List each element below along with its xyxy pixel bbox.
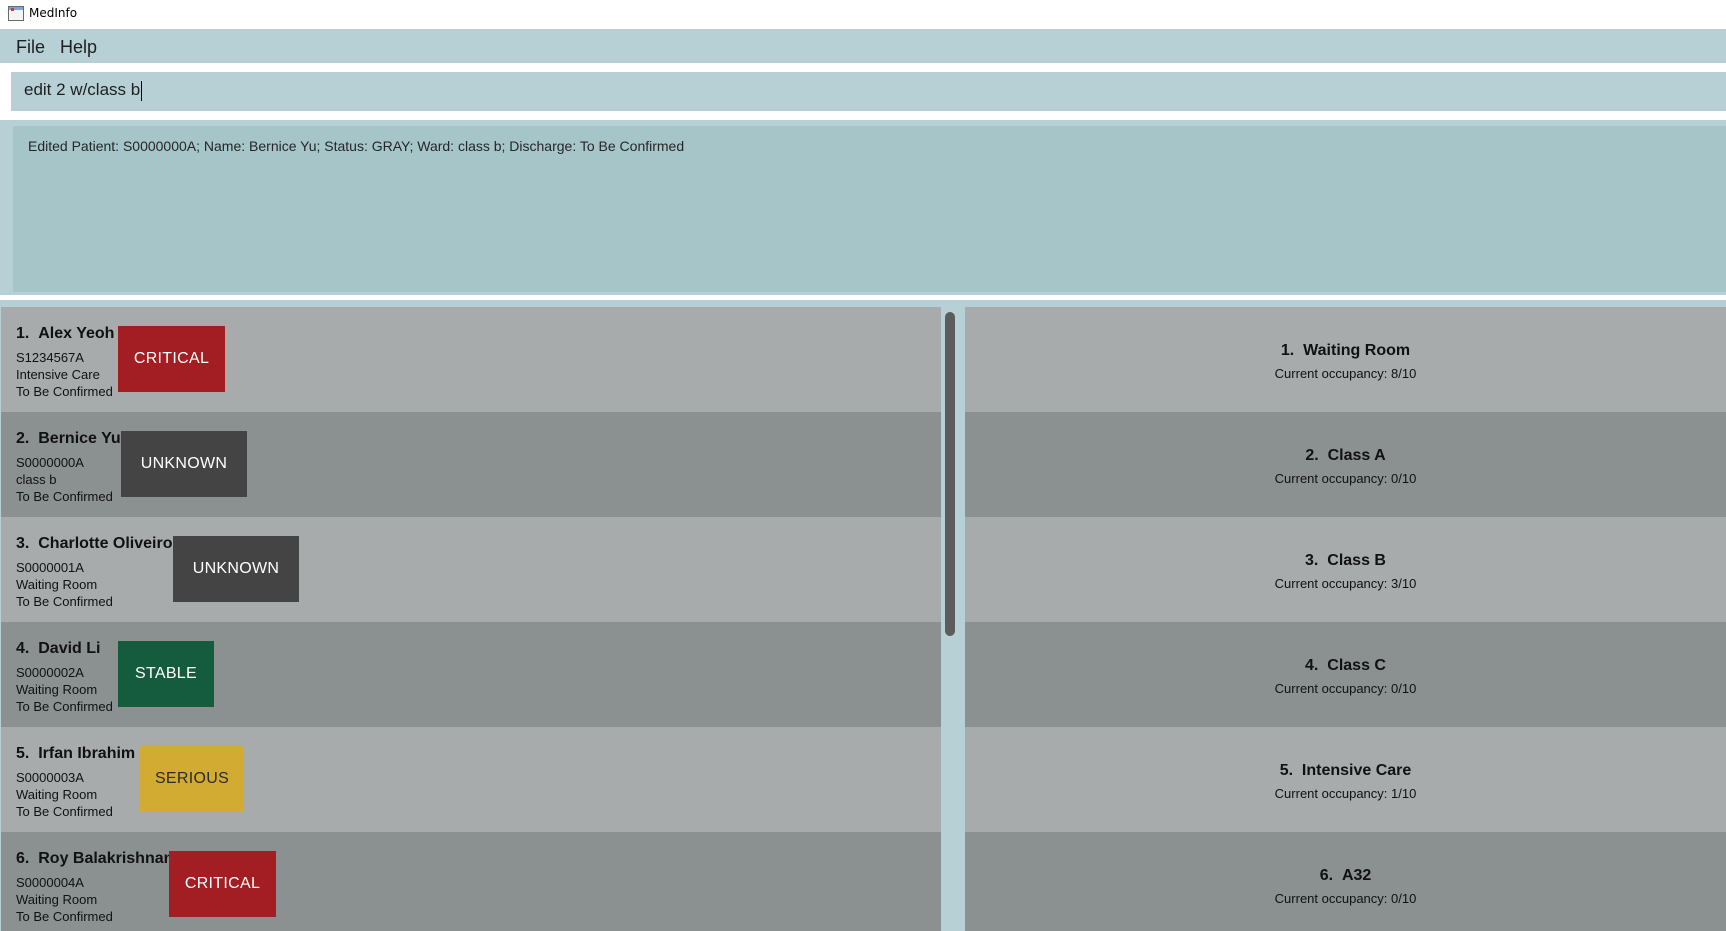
title-bar: MedInfo bbox=[0, 0, 1726, 29]
ward-occupancy: Current occupancy: 0/10 bbox=[1274, 891, 1417, 906]
patient-card[interactable]: 3. Charlotte Oliveiro S0000001A Waiting … bbox=[1, 517, 941, 622]
patient-name-text: Bernice Yu bbox=[38, 430, 121, 447]
patient-ward: Waiting Room bbox=[16, 787, 98, 802]
ward-occupancy: Current occupancy: 8/10 bbox=[1274, 366, 1417, 381]
patient-discharge: To Be Confirmed bbox=[16, 804, 113, 819]
ward-card[interactable]: 5. Intensive Care Current occupancy: 1/1… bbox=[965, 727, 1726, 832]
patient-card[interactable]: 1. Alex Yeoh S1234567A Intensive Care To… bbox=[1, 307, 941, 412]
patient-discharge: To Be Confirmed bbox=[16, 909, 113, 924]
ward-card[interactable]: 4. Class C Current occupancy: 0/10 bbox=[965, 622, 1726, 727]
patient-ward: Waiting Room bbox=[16, 577, 98, 592]
divider bbox=[0, 295, 1726, 300]
ward-index: 1. bbox=[1280, 342, 1295, 359]
status-badge: SERIOUS bbox=[140, 746, 244, 812]
patient-discharge: To Be Confirmed bbox=[16, 489, 113, 504]
ward-occupancy: Current occupancy: 0/10 bbox=[1274, 681, 1417, 696]
ward-index: 4. bbox=[1305, 657, 1319, 674]
ward-card[interactable]: 2. Class A Current occupancy: 0/10 bbox=[965, 412, 1726, 517]
patient-name: 1. Alex Yeoh bbox=[16, 325, 114, 343]
patient-index: 5. bbox=[16, 745, 30, 762]
ward-name: 1. Waiting Room bbox=[965, 342, 1726, 360]
ward-name: 2. Class A bbox=[965, 447, 1726, 465]
ward-name-text: Intensive Care bbox=[1301, 762, 1412, 779]
ward-name-text: Class A bbox=[1327, 447, 1386, 464]
result-message: Edited Patient: S0000000A; Name: Bernice… bbox=[28, 138, 685, 154]
patient-name-text: Alex Yeoh bbox=[38, 325, 115, 342]
patient-discharge: To Be Confirmed bbox=[16, 384, 113, 399]
ward-name: 5. Intensive Care bbox=[965, 762, 1726, 780]
menu-file[interactable]: File bbox=[16, 37, 46, 57]
ward-name: 6. A32 bbox=[965, 867, 1726, 885]
patient-card[interactable]: 6. Roy Balakrishnan S0000004A Waiting Ro… bbox=[1, 832, 941, 931]
ward-card[interactable]: 1. Waiting Room Current occupancy: 8/10 bbox=[965, 307, 1726, 412]
ward-name-text: Waiting Room bbox=[1303, 342, 1411, 359]
text-caret bbox=[141, 80, 143, 101]
menu-bar: File Help bbox=[0, 29, 1726, 63]
patient-ward: Waiting Room bbox=[16, 682, 98, 697]
status-badge: CRITICAL bbox=[169, 851, 276, 917]
ward-occupancy: Current occupancy: 0/10 bbox=[1274, 471, 1417, 486]
patient-nric: S0000003A bbox=[16, 770, 84, 785]
patient-name-text: Charlotte Oliveiro bbox=[38, 535, 173, 552]
patient-card[interactable]: 2. Bernice Yu S0000000A class b To Be Co… bbox=[1, 412, 941, 517]
status-badge: UNKNOWN bbox=[121, 431, 247, 497]
ward-index: 6. bbox=[1319, 867, 1334, 884]
patient-name-text: Roy Balakrishnan bbox=[38, 850, 174, 867]
patient-discharge: To Be Confirmed bbox=[16, 594, 113, 609]
command-box[interactable]: edit 2 w/class b bbox=[11, 72, 1726, 111]
status-badge: STABLE bbox=[118, 641, 214, 707]
patient-ward: class b bbox=[16, 472, 57, 487]
patient-index: 1. bbox=[16, 325, 30, 342]
patient-discharge: To Be Confirmed bbox=[16, 699, 113, 714]
patient-ward: Waiting Room bbox=[16, 892, 98, 907]
patient-name: 5. Irfan Ibrahim bbox=[16, 745, 135, 763]
ward-occupancy: Current occupancy: 1/10 bbox=[1274, 786, 1417, 801]
ward-card[interactable]: 3. Class B Current occupancy: 3/10 bbox=[965, 517, 1726, 622]
ward-name: 4. Class C bbox=[965, 657, 1726, 675]
ward-name-text: A32 bbox=[1341, 867, 1372, 884]
patient-name: 2. Bernice Yu bbox=[16, 430, 121, 448]
scrollbar-thumb[interactable] bbox=[945, 312, 955, 636]
patient-card[interactable]: 4. David Li S0000002A Waiting Room To Be… bbox=[1, 622, 941, 727]
patient-nric: S0000001A bbox=[16, 560, 84, 575]
ward-index: 5. bbox=[1279, 762, 1294, 779]
ward-index: 2. bbox=[1305, 447, 1319, 464]
patient-ward: Intensive Care bbox=[16, 367, 100, 382]
patient-index: 4. bbox=[16, 640, 30, 657]
patient-name-text: David Li bbox=[38, 640, 101, 657]
ward-card[interactable]: 6. A32 Current occupancy: 0/10 bbox=[965, 832, 1726, 931]
patient-nric: S0000000A bbox=[16, 455, 84, 470]
patient-name: 3. Charlotte Oliveiro bbox=[16, 535, 172, 553]
ward-list[interactable]: 1. Waiting Room Current occupancy: 8/10 … bbox=[965, 307, 1726, 931]
window-title: MedInfo bbox=[29, 6, 78, 20]
patient-card[interactable]: 5. Irfan Ibrahim S0000003A Waiting Room … bbox=[1, 727, 941, 832]
menu-help[interactable]: Help bbox=[60, 37, 98, 57]
patient-nric: S1234567A bbox=[16, 350, 84, 365]
app-window-icon[interactable] bbox=[8, 6, 24, 21]
ward-name: 3. Class B bbox=[965, 552, 1726, 570]
command-input-text: edit 2 w/class b bbox=[24, 80, 141, 99]
command-input[interactable]: edit 2 w/class b bbox=[24, 80, 143, 101]
ward-name-text: Class B bbox=[1327, 552, 1386, 569]
patient-nric: S0000002A bbox=[16, 665, 84, 680]
patient-index: 3. bbox=[16, 535, 30, 552]
result-display[interactable]: Edited Patient: S0000000A; Name: Bernice… bbox=[13, 126, 1726, 292]
patient-list[interactable]: 1. Alex Yeoh S1234567A Intensive Care To… bbox=[1, 307, 941, 931]
patient-name-text: Irfan Ibrahim bbox=[38, 745, 136, 762]
patient-name: 4. David Li bbox=[16, 640, 100, 658]
status-badge: CRITICAL bbox=[118, 326, 225, 392]
ward-index: 3. bbox=[1305, 552, 1319, 569]
patient-nric: S0000004A bbox=[16, 875, 84, 890]
patient-index: 2. bbox=[16, 430, 30, 447]
status-badge: UNKNOWN bbox=[173, 536, 299, 602]
ward-name-text: Class C bbox=[1327, 657, 1386, 674]
patient-name: 6. Roy Balakrishnan bbox=[16, 850, 173, 868]
patient-index: 6. bbox=[16, 850, 30, 867]
ward-occupancy: Current occupancy: 3/10 bbox=[1274, 576, 1417, 591]
